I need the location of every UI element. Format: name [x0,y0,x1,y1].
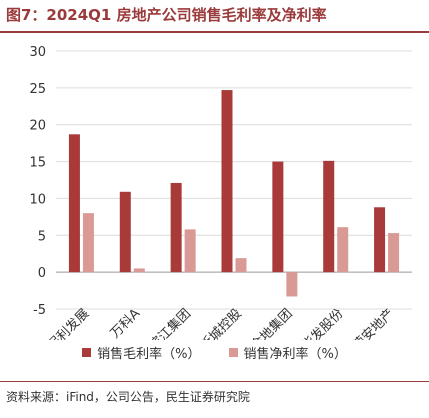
legend-item-net-margin: 销售净利率（%） [228,343,347,362]
x-category-label: 新城控股 [197,306,245,340]
legend-label-gross-margin: 销售毛利率（%） [97,347,201,362]
x-category-label: 荣安地产 [350,306,397,340]
bar-net-margin-2 [184,229,196,273]
bar-gross-margin-1 [119,191,131,273]
bars [68,90,400,297]
bar-gross-margin-5 [323,160,335,273]
bar-gross-margin-2 [170,182,182,273]
legend-item-gross-margin: 销售毛利率（%） [82,343,201,362]
legend-swatch-net-margin [228,348,238,357]
bar-gross-margin-3 [221,90,233,273]
y-tick-label: 10 [29,192,46,207]
bar-net-margin-0 [82,213,94,273]
bar-gross-margin-6 [374,207,386,273]
bar-net-margin-4 [286,272,298,297]
x-category-label: 滨江集团 [146,306,194,340]
y-tick-label: 15 [29,156,46,171]
bar-net-margin-5 [337,227,349,273]
y-tick-label: 30 [29,45,46,60]
bar-net-margin-1 [133,268,145,273]
bar-gross-margin-0 [68,134,80,273]
legend: 销售毛利率（%） 销售净利率（%） [0,343,429,362]
bar-chart: -5 0 5 10 15 20 25 30 保利发展 万科A 滨江集团 新城控股 金地集团 华发股份 荣安… [29,45,412,340]
gridlines [56,50,412,310]
y-axis-tick-labels: -5 0 5 10 15 20 25 30 [29,45,46,318]
x-axis-category-labels: 保利发展 万科A 滨江集团 新城控股 金地集团 华发股份 荣安地产 [44,306,397,340]
x-category-label: 万科A [108,306,143,340]
bar-net-margin-6 [388,233,400,273]
x-category-label: 华发股份 [298,306,346,340]
y-tick-label: 25 [29,82,46,97]
title-underline [0,31,429,33]
footer-rule [0,381,429,382]
legend-label-net-margin: 销售净利率（%） [243,347,347,362]
bar-net-margin-3 [235,258,247,273]
y-tick-label: 20 [29,119,46,134]
y-tick-label: -5 [33,303,46,318]
bar-gross-margin-4 [272,161,284,273]
x-category-label: 金地集团 [248,306,296,340]
source-note: 资料来源：iFind，公司公告，民生证券研究院 [6,390,250,404]
y-tick-label: 0 [38,266,46,281]
chart-title: 图7：2024Q1 房地产公司销售毛利率及净利率 [6,6,327,24]
legend-swatch-gross-margin [82,348,92,357]
x-category-label: 保利发展 [44,306,92,340]
y-tick-label: 5 [38,229,46,244]
